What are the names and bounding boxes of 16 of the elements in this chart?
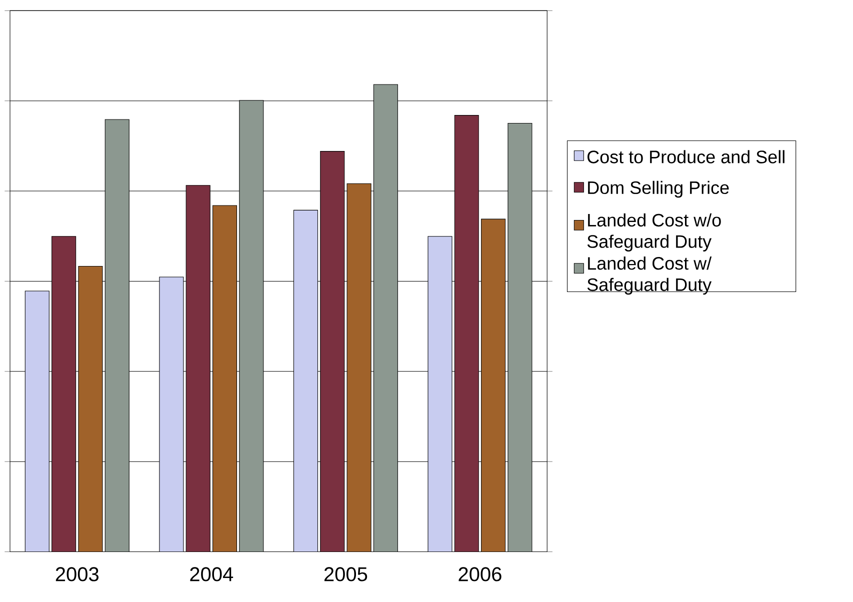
legend-label: Landed Cost w/ Safeguard Duty — [587, 256, 712, 294]
x-tick-label: 2006 — [458, 566, 502, 582]
bar — [24, 290, 50, 552]
bar — [239, 100, 264, 552]
x-tick-label: 2004 — [190, 566, 234, 582]
bar — [104, 119, 130, 552]
bar — [428, 236, 452, 552]
bar — [508, 122, 532, 552]
legend-label: Landed Cost w/o Safeguard Duty — [587, 213, 721, 252]
bar — [159, 276, 184, 552]
x-tick-label: 2003 — [56, 566, 98, 582]
bar — [373, 84, 398, 552]
bar — [293, 210, 318, 552]
x-tick-label: 2005 — [324, 566, 368, 582]
legend-label: Dom Selling Price — [588, 180, 729, 198]
legend-label: Cost to Produce and Sell — [588, 150, 784, 164]
